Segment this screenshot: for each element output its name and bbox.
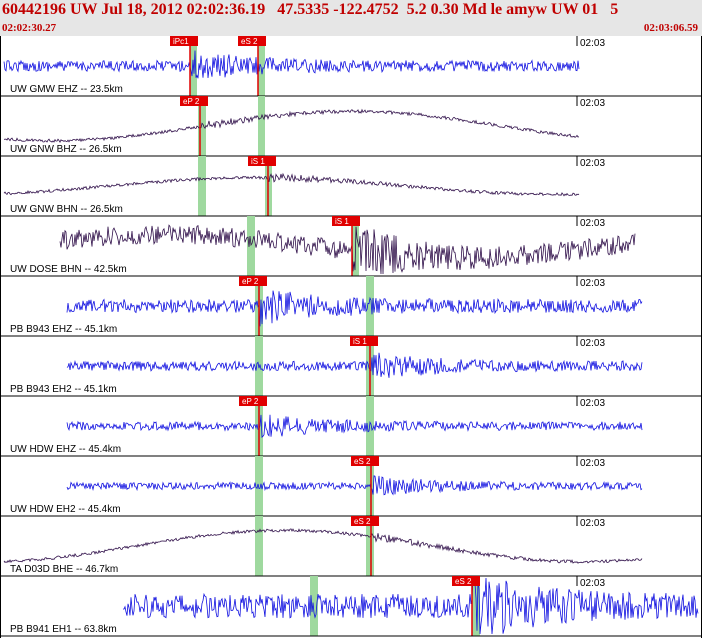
pick-window-band [366,516,374,576]
pick-flag[interactable] [351,516,379,526]
pick-window-band [198,156,206,216]
seismogram-panels[interactable]: iPc1 eS 2 02:03 UW GMW EHZ -- 23.5km eP 2 02:… [0,36,702,638]
pick-label: eS 2 [455,577,472,586]
event-title: 60442196 UW Jul 18, 2012 02:02:36.19 47.… [2,1,619,18]
waveform-trace [3,172,580,197]
trace-panel[interactable]: eS 2 02:03 UW HDW EH2 -- 45.4km [0,456,702,517]
waveform-trace [66,290,643,327]
window-start-time: 02:02:30.27 [2,22,57,34]
waveform-trace [3,50,580,79]
pick-window-band [255,456,263,516]
trace-panel[interactable]: iS 1 02:03 PB B943 EH2 -- 45.1km [0,336,702,397]
time-tick-label: 02:03 [580,158,605,169]
pick-window-band [247,216,255,276]
pick-label: iPc1 [173,37,189,46]
waveform-trace [66,475,643,496]
trace-panel[interactable]: eP 2 02:03 UW GNW BHZ -- 26.5km [0,96,702,157]
pick-window-band [258,96,265,156]
pick-window-band [366,276,374,336]
pick-flag[interactable] [180,96,208,106]
time-tick-label: 02:03 [580,518,605,529]
time-tick-label: 02:03 [580,338,605,349]
pick-flag[interactable] [351,456,379,466]
pick-flag[interactable] [239,276,267,286]
channel-label: UW GNW BHN -- 26.5km [10,204,123,215]
pick-window-band [366,396,374,456]
waveform-trace [3,528,643,564]
pick-flag[interactable] [239,396,267,406]
time-tick-label: 02:03 [580,458,605,469]
pick-flag[interactable] [332,216,360,226]
pick-label: iS 1 [251,157,265,166]
channel-label: TA D03D BHE -- 46.7km [10,564,118,575]
waveform-trace [66,352,643,378]
window-end-time: 02:03:06.59 [643,22,698,34]
pick-window-band [310,576,318,636]
channel-label: PB B943 EHZ -- 45.1km [10,324,117,335]
pick-label: eS 2 [354,457,371,466]
event-header: 60442196 UW Jul 18, 2012 02:02:36.19 47.… [0,0,702,36]
trace-panel[interactable]: eP 2 02:03 UW HDW EHZ -- 45.4km [0,396,702,457]
channel-label: UW DOSE BHN -- 42.5km [10,264,127,275]
trace-panel[interactable]: iS 1 02:03 UW GNW BHN -- 26.5km [0,156,702,217]
pick-label: iS 1 [335,217,349,226]
trace-panel[interactable]: iS 1 02:03 UW DOSE BHN -- 42.5km [0,216,702,277]
pick-label: eP 2 [183,97,200,106]
time-tick-label: 02:03 [580,278,605,289]
waveform-trace [66,414,643,438]
time-tick-label: 02:03 [580,398,605,409]
pick-window-band [258,36,265,96]
channel-label: UW GNW BHZ -- 26.5km [10,144,122,155]
time-tick-label: 02:03 [580,38,605,49]
pick-flag[interactable] [238,36,266,46]
pick-label: eS 2 [241,37,258,46]
pick-label: eP 2 [242,397,259,406]
channel-label: UW GMW EHZ -- 23.5km [10,84,123,95]
time-tick-label: 02:03 [580,98,605,109]
trace-panel[interactable]: iPc1 eS 2 02:03 UW GMW EHZ -- 23.5km [0,36,702,97]
pick-window-band [198,96,206,156]
waveform-trace [59,224,636,275]
pick-flag[interactable] [350,336,378,346]
pick-label: eS 2 [354,517,371,526]
channel-label: UW HDW EHZ -- 45.4km [10,444,121,455]
pick-flag[interactable] [452,576,480,586]
waveform-trace [3,108,580,143]
pick-window-band [255,516,263,576]
time-tick-label: 02:03 [580,578,605,589]
channel-label: PB B943 EH2 -- 45.1km [10,384,117,395]
trace-panel[interactable]: eP 2 02:03 PB B943 EHZ -- 45.1km [0,276,702,337]
time-tick-label: 02:03 [580,218,605,229]
trace-panel[interactable]: eS 2 02:03 PB B941 EH1 -- 63.8km [0,576,702,637]
pick-flag[interactable] [248,156,276,166]
waveform-trace [122,577,699,635]
pick-flag[interactable] [170,36,198,46]
channel-label: UW HDW EH2 -- 45.4km [10,504,121,515]
channel-label: PB B941 EH1 -- 63.8km [10,624,117,635]
pick-label: iS 1 [353,337,367,346]
trace-panel[interactable]: eS 2 02:03 TA D03D BHE -- 46.7km [0,516,702,577]
pick-label: eP 2 [242,277,259,286]
